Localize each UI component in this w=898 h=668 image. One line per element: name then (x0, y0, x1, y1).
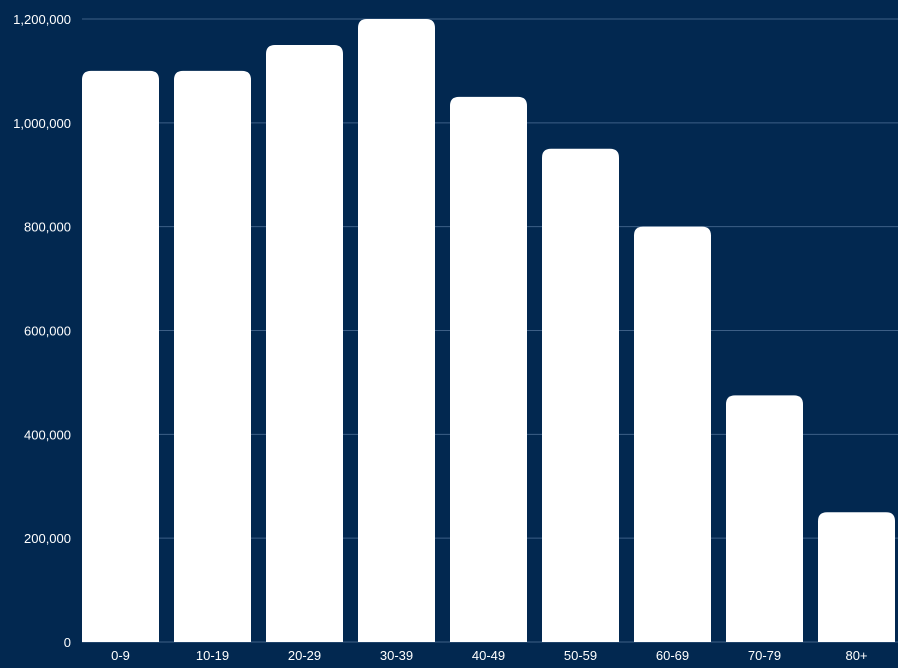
y-tick-label: 800,000 (24, 220, 71, 235)
x-tick-label: 30-39 (380, 648, 413, 663)
x-tick-label: 80+ (845, 648, 867, 663)
x-tick-label: 10-19 (196, 648, 229, 663)
x-tick-label: 70-79 (748, 648, 781, 663)
y-tick-label: 600,000 (24, 324, 71, 339)
y-tick-label: 0 (64, 635, 71, 650)
bar-30-39 (358, 19, 435, 642)
y-tick-label: 200,000 (24, 531, 71, 546)
bar-80+ (818, 512, 895, 642)
y-tick-label: 400,000 (24, 427, 71, 442)
x-tick-label: 0-9 (111, 648, 130, 663)
y-tick-label: 1,200,000 (13, 12, 71, 27)
bar-40-49 (450, 96, 527, 642)
x-tick-label: 60-69 (656, 648, 689, 663)
bar-70-79 (726, 395, 803, 642)
x-tick-label: 20-29 (288, 648, 321, 663)
y-tick-label: 1,000,000 (13, 116, 71, 131)
x-axis-tick-labels: 0-9 10-19 20-29 30-39 40-49 50-59 60-69 70-79 80… (111, 648, 867, 663)
bar-10-19 (174, 70, 251, 642)
bar-0-9 (82, 70, 159, 642)
y-axis-tick-labels: 0 200,000 400,000 600,000 800,000 1,000,000 1,… (13, 12, 71, 650)
bar-60-69 (634, 226, 711, 642)
bars (82, 19, 895, 643)
bar-20-29 (266, 44, 343, 643)
x-tick-label: 50-59 (564, 648, 597, 663)
bar-50-59 (542, 148, 619, 642)
x-tick-label: 40-49 (472, 648, 505, 663)
